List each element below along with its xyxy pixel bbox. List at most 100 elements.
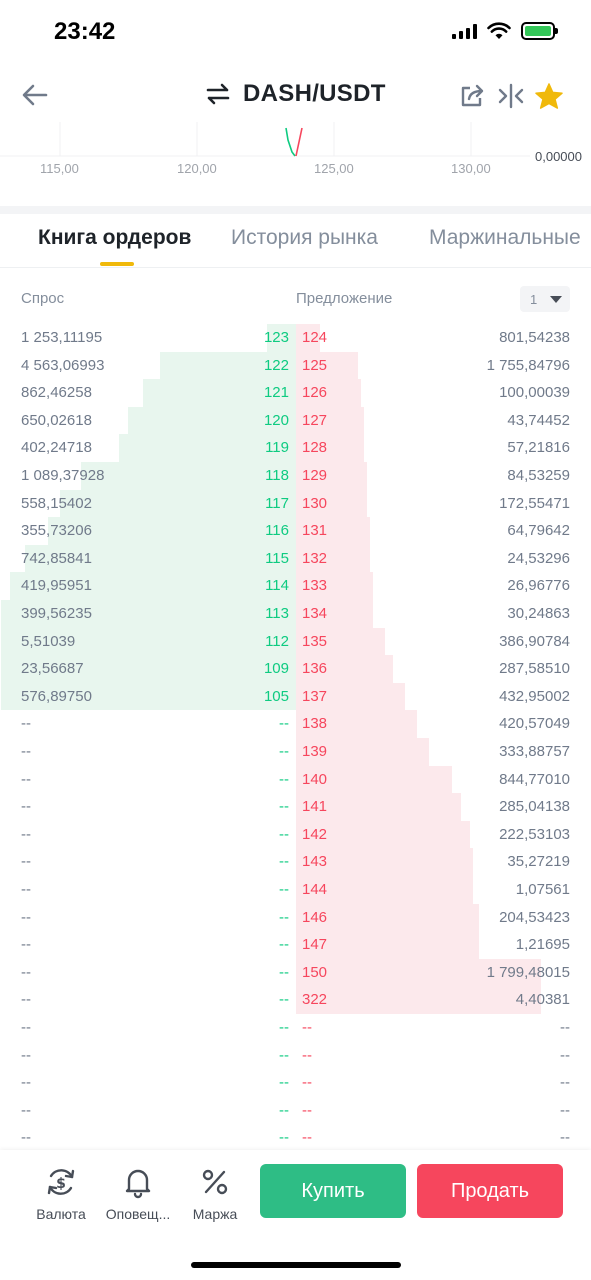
ask-amount[interactable]: 1,07561 [515,881,570,898]
ask-amount[interactable]: 801,54238 [499,329,570,346]
bid-amount-empty[interactable]: -- [21,1101,31,1119]
bid-amount[interactable]: 419,95951 [21,577,92,595]
ask-amount[interactable]: 172,55471 [499,494,570,512]
ask-price[interactable]: 125 [302,356,328,374]
bid-amount-empty[interactable]: -- [21,825,31,843]
sell-button[interactable]: Продать [417,1164,563,1218]
ask-amount[interactable]: 204,53423 [499,908,570,926]
ask-amount[interactable]: 64,79642 [507,522,570,540]
bid-price[interactable]: 105 [263,687,289,705]
ask-price[interactable]: 132 [302,549,328,567]
bid-amount-empty[interactable]: -- [21,1019,31,1036]
bid-amount-empty[interactable]: -- [21,798,31,816]
nav-currency[interactable]: $ Валюта [21,1164,101,1222]
ask-amount[interactable]: 333,88757 [499,743,570,760]
ask-price[interactable]: 130 [302,494,328,512]
bid-amount[interactable]: 1 253,11195 [21,329,103,346]
ask-price[interactable]: 138 [302,715,328,733]
ask-amount[interactable]: 84,53259 [507,467,570,484]
ask-amount[interactable]: 1 799,48015 [486,963,570,981]
bid-price[interactable]: 120 [263,411,289,429]
ask-price[interactable]: 133 [302,577,328,595]
ask-amount[interactable]: 844,77010 [499,770,570,788]
ask-amount[interactable]: 1,21695 [515,936,570,954]
bid-amount-empty[interactable]: -- [21,1129,31,1147]
bid-amount-empty[interactable]: -- [21,715,31,733]
bid-amount-empty[interactable]: -- [21,1046,31,1064]
ask-amount[interactable]: 30,24863 [507,605,570,622]
ask-amount[interactable]: 43,74452 [507,411,570,429]
bid-price-empty[interactable]: -- [279,1101,289,1119]
bid-price-empty[interactable]: -- [279,908,289,926]
bid-amount-empty[interactable]: -- [21,1074,31,1092]
bid-amount-empty[interactable]: -- [21,770,31,788]
nav-margin[interactable]: Маржа [175,1164,255,1222]
bid-price-empty[interactable]: -- [279,881,289,898]
bid-price-empty[interactable]: -- [279,853,289,871]
ask-price[interactable]: 136 [302,660,328,678]
bid-price[interactable]: 109 [263,660,289,678]
ask-price[interactable]: 144 [302,881,328,898]
ask-price[interactable]: 143 [302,853,328,871]
ask-amount[interactable]: 35,27219 [507,853,570,871]
ask-price-empty[interactable]: -- [302,1046,312,1064]
ask-amount-empty[interactable]: -- [560,1101,570,1119]
back-arrow-icon[interactable] [18,80,52,110]
favorite-star-icon[interactable] [533,82,565,110]
bid-price-empty[interactable]: -- [279,991,289,1009]
bid-price-empty[interactable]: -- [279,825,289,843]
bid-amount[interactable]: 558,15402 [21,494,92,512]
bid-amount-empty[interactable]: -- [21,743,31,760]
ask-price[interactable]: 124 [302,329,328,346]
ask-amount[interactable]: 24,53296 [507,549,570,567]
bid-amount[interactable]: 1 089,37928 [21,467,105,484]
ask-price[interactable]: 131 [302,522,328,540]
bid-amount[interactable]: 402,24718 [21,439,92,457]
ask-amount[interactable]: 386,90784 [499,632,570,650]
bid-price-empty[interactable]: -- [279,963,289,981]
ask-price[interactable]: 135 [302,632,328,650]
bid-amount[interactable]: 650,02618 [21,411,92,429]
bid-price-empty[interactable]: -- [279,1074,289,1092]
ask-price[interactable]: 140 [302,770,328,788]
bid-price[interactable]: 121 [263,384,289,402]
ask-price-empty[interactable]: -- [302,1101,312,1119]
ask-amount[interactable]: 287,58510 [499,660,570,678]
bid-amount[interactable]: 4 563,06993 [21,356,105,374]
bid-amount-empty[interactable]: -- [21,908,31,926]
tab-market-history[interactable]: История рынка [231,226,378,249]
bid-price-empty[interactable]: -- [279,1019,289,1036]
bid-amount[interactable]: 399,56235 [21,605,92,622]
ask-amount[interactable]: 1 755,84796 [486,356,570,374]
bid-price-empty[interactable]: -- [279,715,289,733]
ask-price[interactable]: 147 [302,936,328,954]
bid-amount-empty[interactable]: -- [21,881,31,898]
bid-price[interactable]: 117 [265,494,289,512]
bid-price[interactable]: 115 [265,549,289,567]
bid-amount[interactable]: 862,46258 [21,384,92,402]
ask-amount[interactable]: 100,00039 [499,384,570,402]
bid-price[interactable]: 119 [265,439,289,457]
ask-price[interactable]: 150 [302,963,328,981]
ask-amount[interactable]: 222,53103 [499,825,570,843]
ask-amount[interactable]: 285,04138 [499,798,570,816]
ask-amount-empty[interactable]: -- [560,1129,570,1147]
bid-amount-empty[interactable]: -- [21,936,31,954]
bid-price-empty[interactable]: -- [279,936,289,954]
ask-price[interactable]: 146 [302,908,328,926]
ask-price[interactable]: 134 [302,605,328,622]
ask-price-empty[interactable]: -- [302,1019,312,1036]
ask-price-empty[interactable]: -- [302,1074,312,1092]
bid-price[interactable]: 113 [265,605,289,622]
ask-amount[interactable]: 420,57049 [499,715,570,733]
ask-price-empty[interactable]: -- [302,1129,312,1147]
bid-amount-empty[interactable]: -- [21,991,31,1009]
share-icon[interactable] [458,82,488,110]
ask-amount[interactable]: 57,21816 [507,439,570,457]
ask-price[interactable]: 126 [302,384,328,402]
bid-price[interactable]: 112 [265,632,289,650]
bid-price-empty[interactable]: -- [279,1129,289,1147]
ask-price[interactable]: 129 [302,467,328,484]
bid-price[interactable]: 122 [263,356,289,374]
ask-price[interactable]: 127 [302,411,328,429]
